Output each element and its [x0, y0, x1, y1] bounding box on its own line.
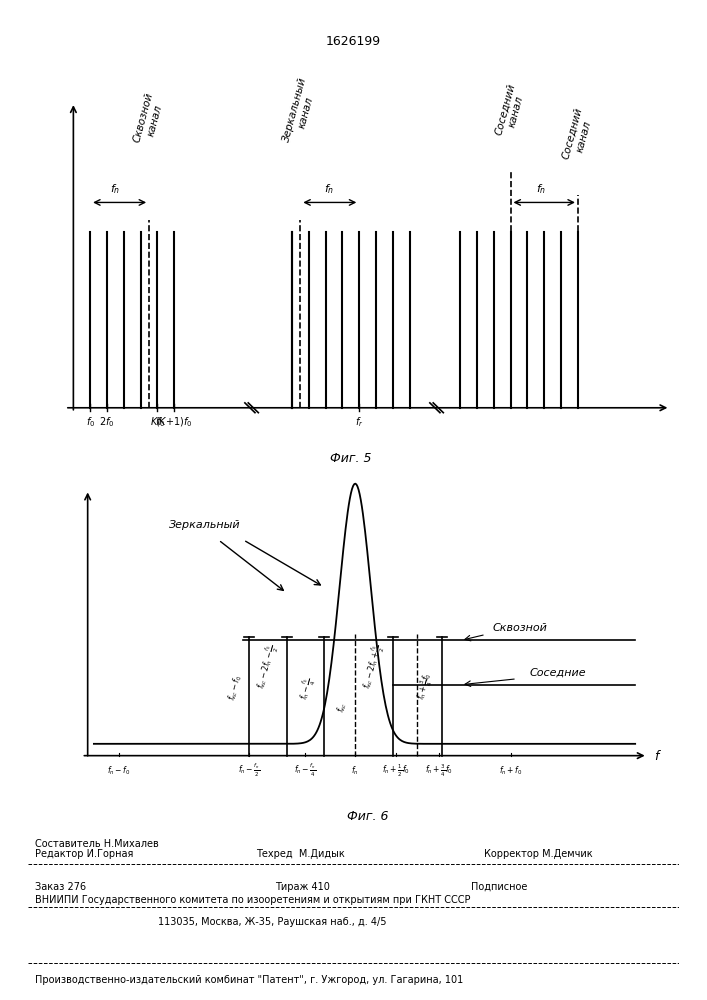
- Text: $f_n$: $f_n$: [324, 183, 334, 196]
- Text: $f_n+\frac{3}{4}f_0$: $f_n+\frac{3}{4}f_0$: [426, 763, 453, 779]
- Text: Соседний
канал: Соседний канал: [561, 106, 595, 163]
- Text: $f_n+\frac{3}{4}f_0$: $f_n+\frac{3}{4}f_0$: [414, 671, 438, 702]
- Text: $f_n+\frac{1}{2}f_0$: $f_n+\frac{1}{2}f_0$: [382, 763, 409, 779]
- Text: Зеркальный: Зеркальный: [168, 520, 240, 530]
- Text: Фиг. 5: Фиг. 5: [330, 452, 372, 465]
- Text: $2f_0$: $2f_0$: [99, 415, 115, 429]
- Text: $f_{\kappa c}-f_0$: $f_{\kappa c}-f_0$: [226, 674, 245, 702]
- Text: $f$: $f$: [654, 749, 662, 763]
- Text: Подписное: Подписное: [471, 882, 527, 892]
- Text: $f_n-\frac{f_n}{2}$: $f_n-\frac{f_n}{2}$: [238, 762, 260, 779]
- Text: $f_{\kappa c}-2f_n-\frac{f_0}{2}$: $f_{\kappa c}-2f_n-\frac{f_0}{2}$: [253, 642, 282, 691]
- Text: $f_n$: $f_n$: [351, 764, 359, 777]
- Text: $f_r$: $f_r$: [355, 415, 363, 429]
- Text: 113035, Москва, Ж-35, Раушская наб., д. 4/5: 113035, Москва, Ж-35, Раушская наб., д. …: [158, 917, 387, 927]
- Text: Соседний
канал: Соседний канал: [493, 82, 528, 139]
- Text: Заказ 276: Заказ 276: [35, 882, 86, 892]
- Text: Тираж 410: Тираж 410: [276, 882, 330, 892]
- Text: Зеркальный
канал: Зеркальный канал: [281, 76, 320, 146]
- Text: $f_n-\frac{f_0}{4}$: $f_n-\frac{f_0}{4}$: [297, 677, 319, 702]
- Text: $f_0$: $f_0$: [86, 415, 95, 429]
- Text: Техред  М.Дидык: Техред М.Дидык: [256, 849, 345, 859]
- Text: $Kf_0$: $Kf_0$: [150, 415, 165, 429]
- Text: ВНИИПИ Государственного комитета по изооретениям и открытиям при ГКНТ СССР: ВНИИПИ Государственного комитета по изоо…: [35, 895, 470, 905]
- Text: Редактор И.Горная: Редактор И.Горная: [35, 849, 133, 859]
- Text: Сквозной: Сквозной: [492, 623, 547, 633]
- Text: $f_n$: $f_n$: [536, 183, 546, 196]
- Text: $(K{+}1)f_0$: $(K{+}1)f_0$: [156, 415, 193, 429]
- Text: $f_n-\frac{f_n}{4}$: $f_n-\frac{f_n}{4}$: [294, 762, 317, 779]
- Text: $f_n$: $f_n$: [110, 183, 121, 196]
- Text: Сквозной
канал: Сквозной канал: [132, 91, 166, 146]
- Text: $f_n-f_0$: $f_n-f_0$: [107, 764, 131, 777]
- Text: Соседние: Соседние: [530, 668, 586, 678]
- Text: Фиг. 6: Фиг. 6: [347, 810, 388, 823]
- Text: Корректор М.Демчик: Корректор М.Демчик: [484, 849, 592, 859]
- Text: $f_{\kappa c}-2f_n+\frac{f_0}{2}$: $f_{\kappa c}-2f_n+\frac{f_0}{2}$: [359, 642, 387, 691]
- Text: Производственно-издательский комбинат "Патент", г. Ужгород, ул. Гагарина, 101: Производственно-издательский комбинат "П…: [35, 975, 463, 985]
- Text: $f_{\kappa c}$: $f_{\kappa c}$: [335, 701, 350, 714]
- Text: $f_n+f_0$: $f_n+f_0$: [499, 764, 522, 777]
- Text: Составитель Н.Михалев: Составитель Н.Михалев: [35, 839, 158, 849]
- Text: 1626199: 1626199: [326, 35, 381, 48]
